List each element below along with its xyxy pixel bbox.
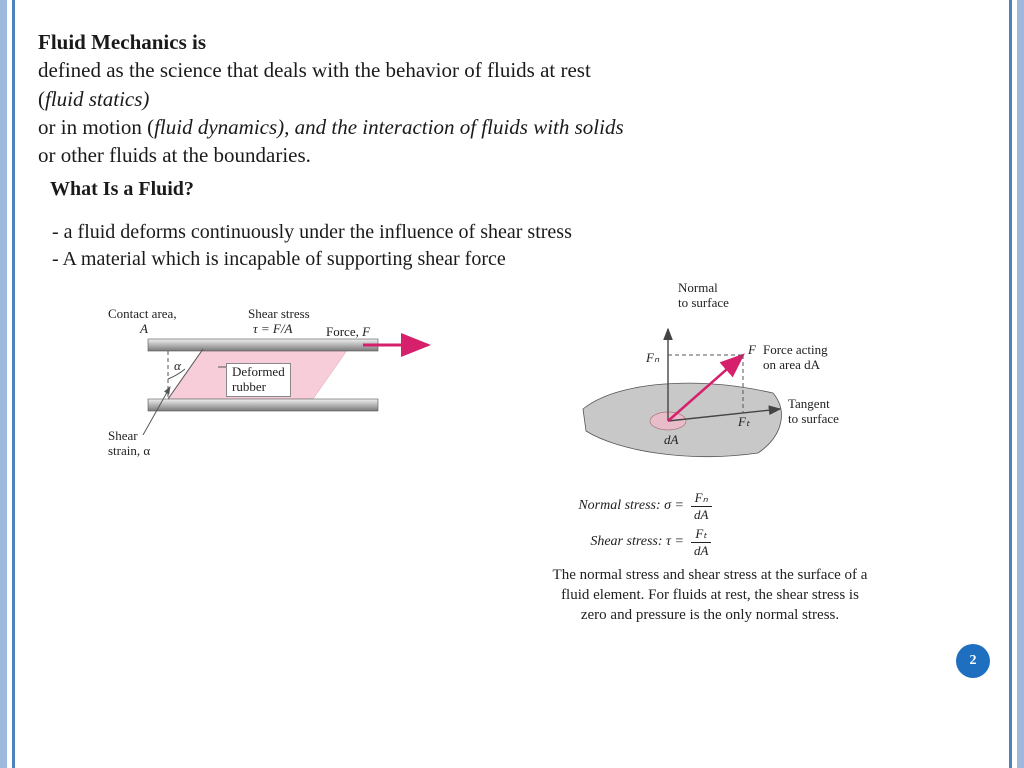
label-force-acting: Force actingon area dA: [763, 343, 828, 373]
normal-stress-eq: Normal stress: σ = FₙdA: [578, 490, 712, 523]
bullet-list: - a fluid deforms continuously under the…: [52, 219, 986, 273]
label-deformed-rubber: Deformedrubber: [226, 363, 291, 397]
label-Fn: Fₙ: [646, 351, 659, 366]
label-normal: Normalto surface: [678, 281, 729, 311]
fluid-dynamics-italic: fluid dynamics), and the interaction of …: [154, 115, 624, 139]
definition-line-2: (fluid statics): [38, 85, 986, 113]
label-force: Force, F: [326, 325, 370, 340]
shear-stress-eq: Shear stress: τ = FₜdA: [578, 526, 712, 559]
definition-line-3: or in motion (fluid dynamics), and the i…: [38, 113, 986, 141]
diagram-area: Contact area, A Shear stress τ = F/A For…: [38, 287, 986, 717]
label-A: A: [140, 322, 148, 337]
left-border: [0, 0, 18, 768]
page-number-badge: 2: [956, 644, 990, 678]
definition-line-1: defined as the science that deals with t…: [38, 56, 986, 84]
shear-rubber-diagram: Contact area, A Shear stress τ = F/A For…: [108, 287, 448, 472]
label-Ft: Fₜ: [738, 415, 750, 430]
right-border: [1006, 0, 1024, 768]
label-alpha: α: [174, 359, 181, 374]
subheading: What Is a Fluid?: [50, 178, 986, 201]
label-F: F: [748, 343, 756, 358]
diagram-caption: The normal stress and shear stress at th…: [550, 565, 870, 626]
definition-line-4: or other fluids at the boundaries.: [38, 141, 986, 169]
label-dA: dA: [664, 433, 678, 448]
paren-open: (: [38, 87, 45, 111]
title: Fluid Mechanics is: [38, 28, 986, 56]
label-shear-stress: Shear stress: [248, 307, 310, 322]
label-tau-eq: τ = F/A: [253, 322, 292, 337]
stress-surface-diagram: Normalto surface Fₙ F Force actingon are…: [538, 281, 908, 486]
fluid-statics-italic: fluid statics): [45, 87, 149, 111]
def3-prefix: or in motion (: [38, 115, 154, 139]
stress-surface-svg: [538, 281, 908, 481]
slide-content: Fluid Mechanics is defined as the scienc…: [38, 28, 986, 758]
label-contact-area: Contact area,: [108, 307, 177, 322]
label-tangent: Tangentto surface: [788, 397, 839, 427]
label-shear-strain: Shearstrain, α: [108, 429, 150, 459]
bullet-1: - a fluid deforms continuously under the…: [52, 219, 986, 246]
page-number: 2: [970, 653, 977, 669]
bullet-2: - A material which is incapable of suppo…: [52, 246, 986, 273]
stress-equations: Normal stress: σ = FₙdA Shear stress: τ …: [578, 487, 712, 562]
